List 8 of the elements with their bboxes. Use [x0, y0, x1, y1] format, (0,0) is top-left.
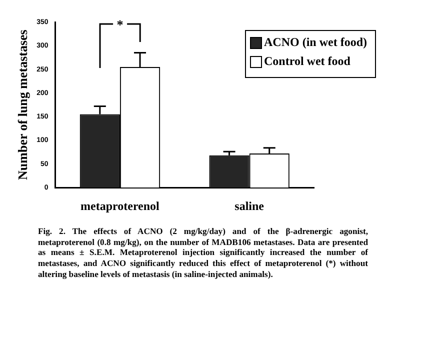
annotation: *	[116, 17, 124, 32]
caption: Fig. 2. The effects of ACNO (2 mg/kg/day) and of the β-adrenergic agonist, metaproterenol (0.8 mg/kg), on the number of MADB106 metastases. Data are presented as means ± S.E.M. Metaproterenol injection significantly increased the number of metastases, and ACNO significantly reduced this effect of metaproterenol (*) without altering baseline levels of metastasis (in saline-injected animals).	[38, 226, 368, 280]
x-tick-label: saline	[234, 198, 265, 213]
x-tick-label: metaproterenol	[80, 198, 160, 213]
significance-bracket: *	[100, 18, 140, 68]
legend-label: ACNO (in wet food)	[264, 35, 368, 50]
y-axis-title: Number of lung metastases	[15, 30, 30, 180]
legend-label: Control wet food	[264, 54, 351, 68]
